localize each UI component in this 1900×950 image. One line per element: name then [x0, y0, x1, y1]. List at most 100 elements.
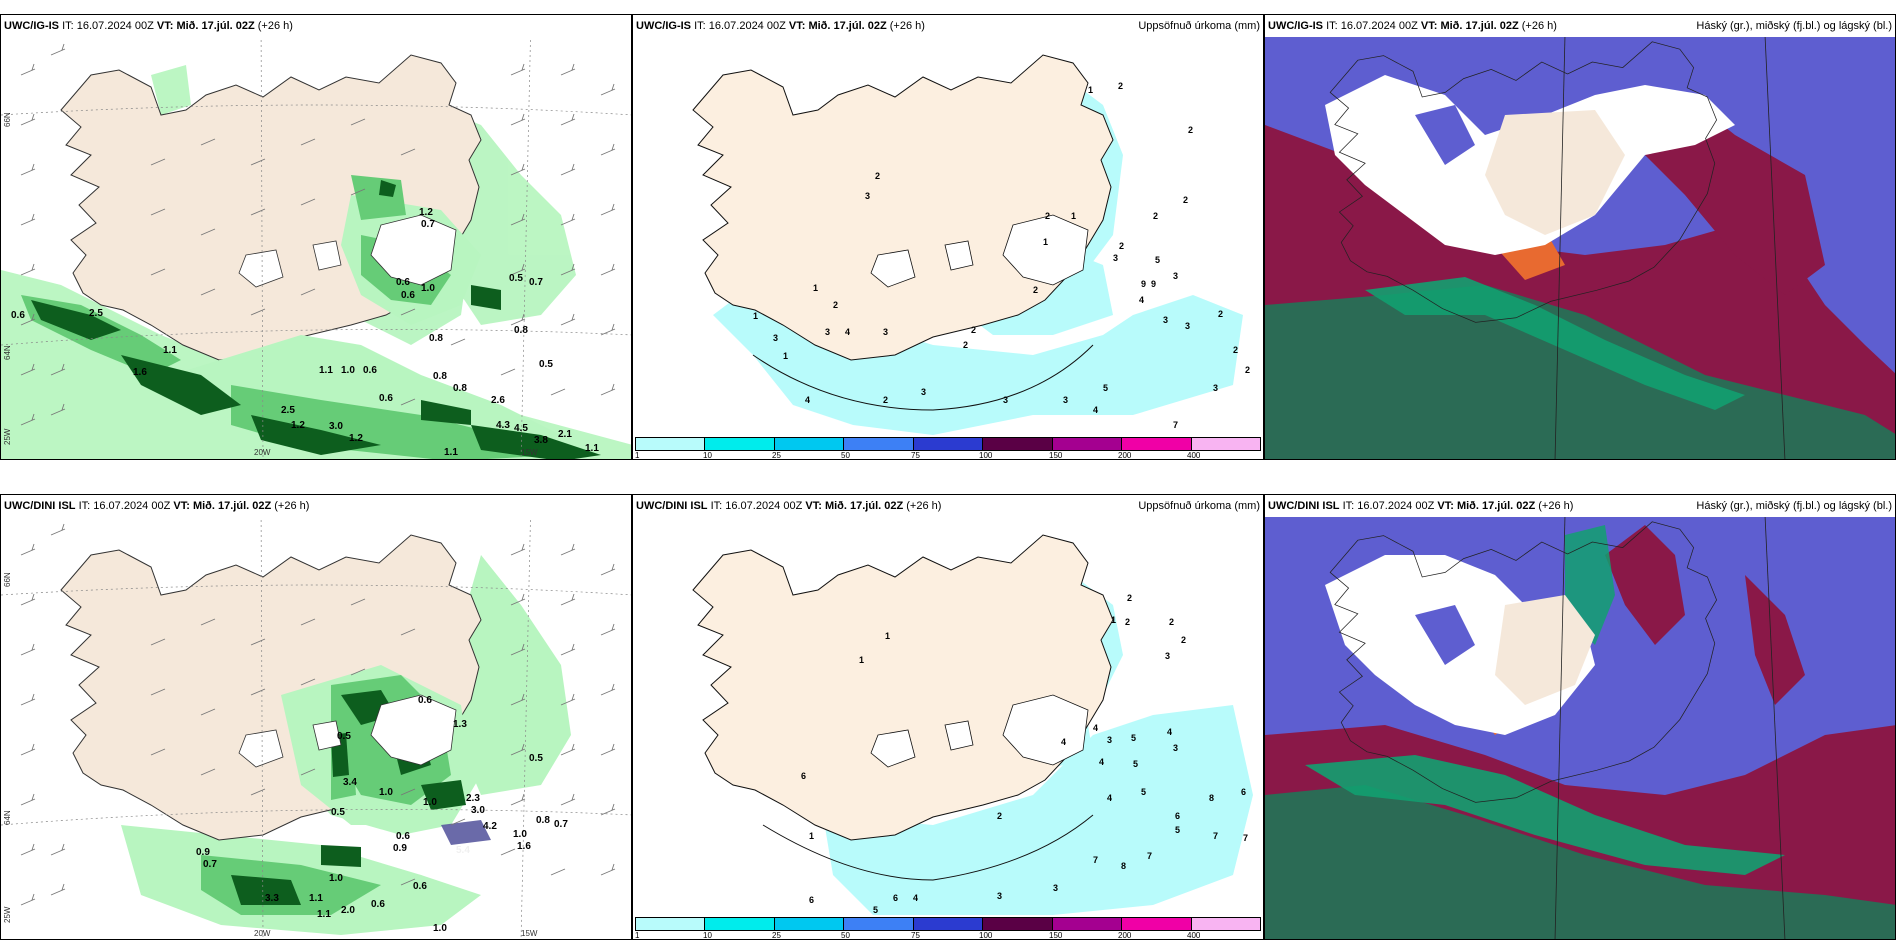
- precip-value: 1.0: [423, 797, 437, 808]
- legend-tick: 200: [1118, 451, 1132, 460]
- precip-value: 0.6: [11, 310, 25, 321]
- precip-wind-map: [1, 495, 631, 939]
- init-time: 16.07.2024 00Z: [708, 20, 786, 32]
- lat-label-66: 66N: [3, 112, 12, 127]
- precip-value: 1.0: [379, 787, 393, 798]
- accum-precip-map: [633, 495, 1263, 939]
- legend-swatch: [983, 438, 1053, 450]
- precip-value: 1.1: [309, 893, 323, 904]
- precip-value: 3.0: [329, 421, 343, 432]
- precip-value: 3.0: [471, 805, 485, 816]
- legend-tick: 50: [841, 931, 850, 940]
- accum-value: 1: [859, 655, 865, 665]
- legend-color-bar: [635, 437, 1261, 451]
- precip-value: 0.6: [371, 899, 385, 910]
- legend-swatch: [705, 918, 775, 930]
- accum-value: 5: [1155, 255, 1161, 265]
- accum-value: 3: [1213, 383, 1219, 393]
- accum-value: 2: [1233, 345, 1239, 355]
- precip-value: 1.0: [421, 283, 435, 294]
- precip-value: 2.5: [89, 308, 103, 319]
- cloud-map: [1265, 15, 1895, 459]
- precip-value: 0.6: [418, 695, 432, 706]
- precip-value: 1.2: [349, 433, 363, 444]
- accum-value: 2: [997, 811, 1003, 821]
- accum-value: 5: [1131, 733, 1137, 743]
- precip-value: 0.5: [529, 753, 543, 764]
- valid-time: Mið. 17.júl. 02Z: [1440, 20, 1519, 32]
- accum-value: 2: [833, 300, 839, 310]
- precip-value: 0.5: [509, 273, 523, 284]
- legend-color-bar: [635, 917, 1261, 931]
- panel-header: UWC/DINI ISL IT: 16.07.2024 00Z VT: Mið.…: [1265, 495, 1895, 517]
- legend-tick: 200: [1118, 931, 1132, 940]
- init-time: 16.07.2024 00Z: [76, 20, 154, 32]
- legend-tick: 100: [979, 931, 993, 940]
- accum-value: 1: [885, 631, 891, 641]
- precip-value: 0.6: [401, 290, 415, 301]
- accum-value: 4: [1107, 793, 1113, 803]
- valid-time: Mið. 17.júl. 02Z: [192, 500, 272, 512]
- accum-value: 1: [813, 283, 819, 293]
- accum-value: 2: [1119, 241, 1125, 251]
- accum-value: 2: [1153, 211, 1159, 221]
- legend-tick: 25: [772, 451, 781, 460]
- legend-tick: 150: [1049, 931, 1063, 940]
- precip-value: 3.8: [534, 435, 548, 446]
- valid-time: Mið. 17.júl. 02Z: [176, 20, 255, 32]
- legend-swatch: [774, 918, 845, 930]
- accum-precip-map: [633, 15, 1263, 459]
- precip-value: 0.6: [396, 831, 410, 842]
- legend-swatch: [1191, 918, 1260, 930]
- panel-igis-accum-precip: UWC/IG-IS IT: 16.07.2024 00Z VT: Mið. 17…: [632, 14, 1264, 460]
- precip-value: 0.6: [363, 365, 377, 376]
- legend-tick: 400: [1187, 451, 1201, 460]
- panel-header: UWC/IG-IS IT: 16.07.2024 00Z VT: Mið. 17…: [1265, 15, 1895, 37]
- accum-value: 7: [1173, 420, 1179, 430]
- accum-value: 2: [1125, 617, 1131, 627]
- accum-value: 3: [865, 191, 871, 201]
- accum-value: 3: [1053, 883, 1059, 893]
- panel-dini-clouds: UWC/DINI ISL IT: 16.07.2024 00Z VT: Mið.…: [1264, 494, 1896, 940]
- lead-time: (+26 h): [274, 500, 310, 512]
- accum-value: 7: [1243, 833, 1249, 843]
- accum-value: 1: [1043, 237, 1049, 247]
- accum-value: 2: [1181, 635, 1187, 645]
- accum-value: 9: [1141, 279, 1147, 289]
- accum-value: 3: [1003, 395, 1009, 405]
- precip-value: 2.5: [281, 405, 295, 416]
- accum-value: 3: [1165, 651, 1171, 661]
- panel-header: UWC/DINI ISL IT: 16.07.2024 00Z VT: Mið.…: [1, 495, 631, 517]
- accum-value: 2: [1218, 309, 1224, 319]
- valid-time: Mið. 17.júl. 02Z: [824, 500, 904, 512]
- precip-value: 1.2: [291, 420, 305, 431]
- accum-value: 2: [963, 340, 969, 350]
- precip-value: 2.1: [558, 429, 572, 440]
- precip-value: 1.1: [317, 909, 331, 920]
- accum-value: 3: [1163, 315, 1169, 325]
- precip-value: 1.0: [513, 829, 527, 840]
- legend-swatch: [705, 438, 775, 450]
- lat-label-64: 64N: [3, 810, 12, 825]
- precip-value: 4.5: [514, 423, 528, 434]
- precip-value: 0.8: [514, 325, 528, 336]
- legend-tick: 1: [635, 451, 640, 460]
- legend-swatch: [913, 918, 984, 930]
- lead-time: (+26 h): [889, 20, 925, 32]
- valid-time: Mið. 17.júl. 02Z: [808, 20, 887, 32]
- legend-swatch: [1122, 918, 1192, 930]
- lon-label-20: 20W: [254, 929, 271, 938]
- accum-value: 3: [921, 387, 927, 397]
- precip-value: 1.1: [163, 345, 177, 356]
- precip-wind-map: [1, 15, 631, 459]
- precip-value: 3.3: [265, 893, 279, 904]
- accum-value: 1: [753, 311, 759, 321]
- precip-value: 1.6: [517, 841, 531, 852]
- legend-tick: 10: [703, 931, 712, 940]
- legend-tick: 75: [911, 931, 920, 940]
- precip-value: 0.9: [196, 847, 210, 858]
- precip-value: 0.6: [396, 277, 410, 288]
- accum-value: 5: [873, 905, 879, 915]
- accum-value: 3: [773, 333, 779, 343]
- precip-value: 0.9: [393, 843, 407, 854]
